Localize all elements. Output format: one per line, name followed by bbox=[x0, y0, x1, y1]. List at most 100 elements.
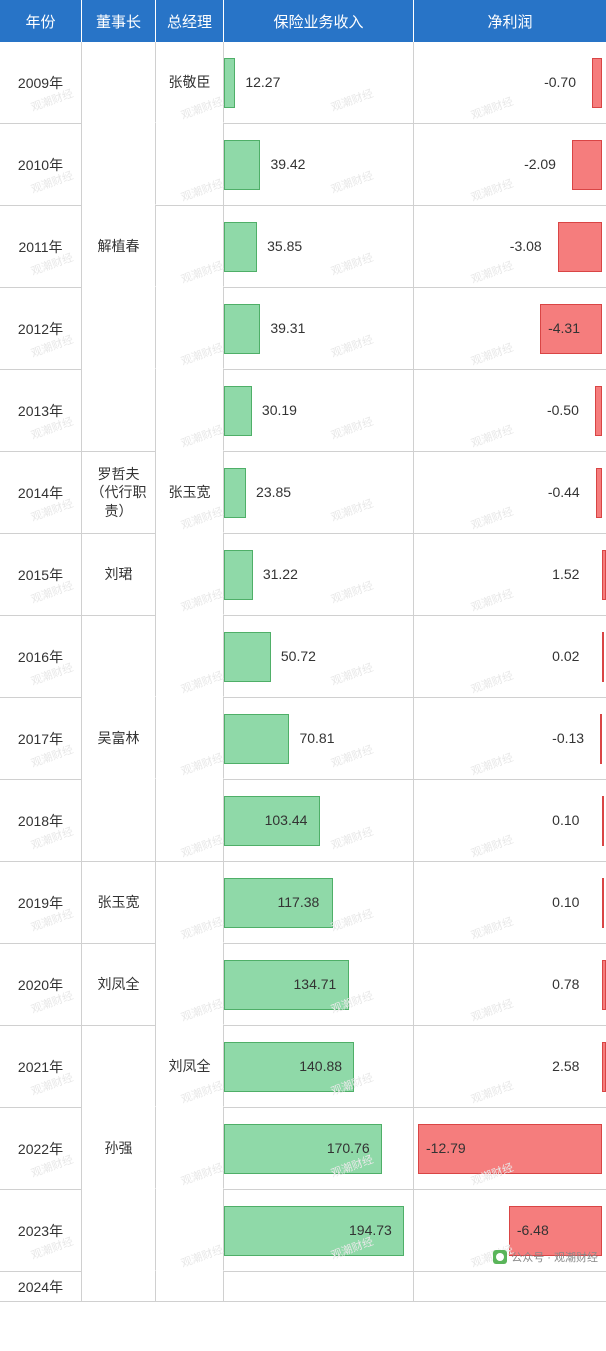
cell-year: 2022年 bbox=[0, 1108, 82, 1189]
revenue-bar bbox=[224, 58, 235, 108]
revenue-bar bbox=[224, 468, 246, 518]
revenue-value: 39.42 bbox=[270, 156, 305, 172]
cell-profit: 2.58 bbox=[414, 1026, 606, 1107]
cell-profit bbox=[414, 1272, 606, 1301]
cell-manager bbox=[156, 862, 224, 943]
cell-year: 2010年 bbox=[0, 124, 82, 205]
cell-manager: 张玉宽 bbox=[156, 452, 224, 533]
table-row: 2020年刘凤全134.710.78观潮财经观潮财经观潮财经观潮财经 bbox=[0, 944, 606, 1026]
cell-chairman bbox=[82, 1026, 156, 1107]
cell-year: 2012年 bbox=[0, 288, 82, 369]
profit-value: 1.52 bbox=[552, 566, 579, 582]
cell-manager: 刘凤全 bbox=[156, 1026, 224, 1107]
cell-manager bbox=[156, 1108, 224, 1189]
cell-year: 2020年 bbox=[0, 944, 82, 1025]
revenue-value: 12.27 bbox=[245, 74, 280, 90]
header-row: 年份 董事长 总经理 保险业务收入 净利润 bbox=[0, 0, 606, 42]
cell-profit: -0.70 bbox=[414, 42, 606, 123]
profit-bar bbox=[602, 960, 606, 1010]
cell-revenue: 70.81 bbox=[224, 698, 414, 779]
cell-chairman bbox=[82, 288, 156, 369]
cell-profit: 0.10 bbox=[414, 862, 606, 943]
table-row: 2014年罗哲夫（代行职责）张玉宽23.85-0.44观潮财经观潮财经观潮财经观… bbox=[0, 452, 606, 534]
cell-chairman bbox=[82, 42, 156, 123]
table-row: 2023年194.73-6.48观潮财经观潮财经观潮财经观潮财经公众号 · 观潮… bbox=[0, 1190, 606, 1272]
table-row: 2012年39.31-4.31观潮财经观潮财经观潮财经观潮财经 bbox=[0, 288, 606, 370]
cell-chairman: 刘凤全 bbox=[82, 944, 156, 1025]
cell-revenue: 103.44 bbox=[224, 780, 414, 861]
profit-bar bbox=[596, 468, 602, 518]
cell-year: 2016年 bbox=[0, 616, 82, 697]
cell-manager bbox=[156, 1272, 224, 1301]
revenue-bar bbox=[224, 550, 253, 600]
cell-profit: 1.52 bbox=[414, 534, 606, 615]
header-revenue: 保险业务收入 bbox=[224, 0, 414, 42]
cell-year: 2018年 bbox=[0, 780, 82, 861]
footer-credit: 公众号 · 观潮财经 bbox=[493, 1249, 598, 1265]
profit-value: -4.31 bbox=[548, 320, 580, 336]
cell-manager bbox=[156, 124, 224, 205]
cell-year: 2023年 bbox=[0, 1190, 82, 1271]
cell-revenue: 39.31 bbox=[224, 288, 414, 369]
cell-revenue: 134.71 bbox=[224, 944, 414, 1025]
revenue-bar bbox=[224, 222, 257, 272]
cell-year: 2013年 bbox=[0, 370, 82, 451]
profit-bar bbox=[572, 140, 602, 190]
revenue-value: 23.85 bbox=[256, 484, 291, 500]
profit-bar bbox=[558, 222, 602, 272]
table-row: 2024年 bbox=[0, 1272, 606, 1302]
cell-year: 2015年 bbox=[0, 534, 82, 615]
revenue-bar bbox=[224, 140, 260, 190]
cell-revenue: 23.85 bbox=[224, 452, 414, 533]
revenue-value: 35.85 bbox=[267, 238, 302, 254]
cell-chairman bbox=[82, 780, 156, 861]
cell-profit: 0.78 bbox=[414, 944, 606, 1025]
cell-revenue: 194.73 bbox=[224, 1190, 414, 1271]
revenue-value: 50.72 bbox=[281, 648, 316, 664]
table-row: 2022年孙强170.76-12.79观潮财经观潮财经观潮财经观潮财经 bbox=[0, 1108, 606, 1190]
table-row: 2009年张敬臣12.27-0.70观潮财经观潮财经观潮财经观潮财经 bbox=[0, 42, 606, 124]
table-row: 2013年30.19-0.50观潮财经观潮财经观潮财经观潮财经 bbox=[0, 370, 606, 452]
header-chairman: 董事长 bbox=[82, 0, 156, 42]
cell-revenue: 31.22 bbox=[224, 534, 414, 615]
cell-revenue: 39.42 bbox=[224, 124, 414, 205]
cell-profit: -2.09 bbox=[414, 124, 606, 205]
cell-manager bbox=[156, 370, 224, 451]
cell-chairman bbox=[82, 616, 156, 697]
profit-bar bbox=[602, 1042, 606, 1092]
cell-revenue: 50.72 bbox=[224, 616, 414, 697]
cell-profit: -0.13 bbox=[414, 698, 606, 779]
cell-chairman bbox=[82, 1272, 156, 1301]
cell-year: 2021年 bbox=[0, 1026, 82, 1107]
header-profit: 净利润 bbox=[414, 0, 606, 42]
revenue-value: 194.73 bbox=[349, 1222, 392, 1238]
table-row: 2011年解植春35.85-3.08观潮财经观潮财经观潮财经观潮财经 bbox=[0, 206, 606, 288]
cell-chairman: 刘珺 bbox=[82, 534, 156, 615]
cell-manager: 张敬臣 bbox=[156, 42, 224, 123]
profit-value: -0.13 bbox=[552, 730, 584, 746]
revenue-bar bbox=[224, 304, 260, 354]
revenue-value: 117.38 bbox=[278, 894, 320, 910]
profit-value: 0.02 bbox=[552, 648, 579, 664]
cell-chairman bbox=[82, 1190, 156, 1271]
revenue-value: 31.22 bbox=[263, 566, 298, 582]
cell-year: 2019年 bbox=[0, 862, 82, 943]
cell-manager bbox=[156, 206, 224, 287]
profit-bar bbox=[592, 58, 602, 108]
profit-value: 0.10 bbox=[552, 894, 579, 910]
revenue-value: 170.76 bbox=[327, 1140, 370, 1156]
table-row: 2018年103.440.10观潮财经观潮财经观潮财经观潮财经 bbox=[0, 780, 606, 862]
cell-manager bbox=[156, 616, 224, 697]
profit-bar bbox=[602, 878, 604, 928]
revenue-value: 134.71 bbox=[294, 976, 337, 992]
table-row: 2019年张玉宽117.380.10观潮财经观潮财经观潮财经观潮财经 bbox=[0, 862, 606, 944]
cell-revenue bbox=[224, 1272, 414, 1301]
profit-bar bbox=[602, 796, 604, 846]
table-row: 2010年39.42-2.09观潮财经观潮财经观潮财经观潮财经 bbox=[0, 124, 606, 206]
profit-value: 0.78 bbox=[552, 976, 579, 992]
profit-bar bbox=[602, 550, 606, 600]
cell-revenue: 140.88 bbox=[224, 1026, 414, 1107]
cell-profit: -0.44 bbox=[414, 452, 606, 533]
cell-manager bbox=[156, 780, 224, 861]
cell-manager bbox=[156, 288, 224, 369]
